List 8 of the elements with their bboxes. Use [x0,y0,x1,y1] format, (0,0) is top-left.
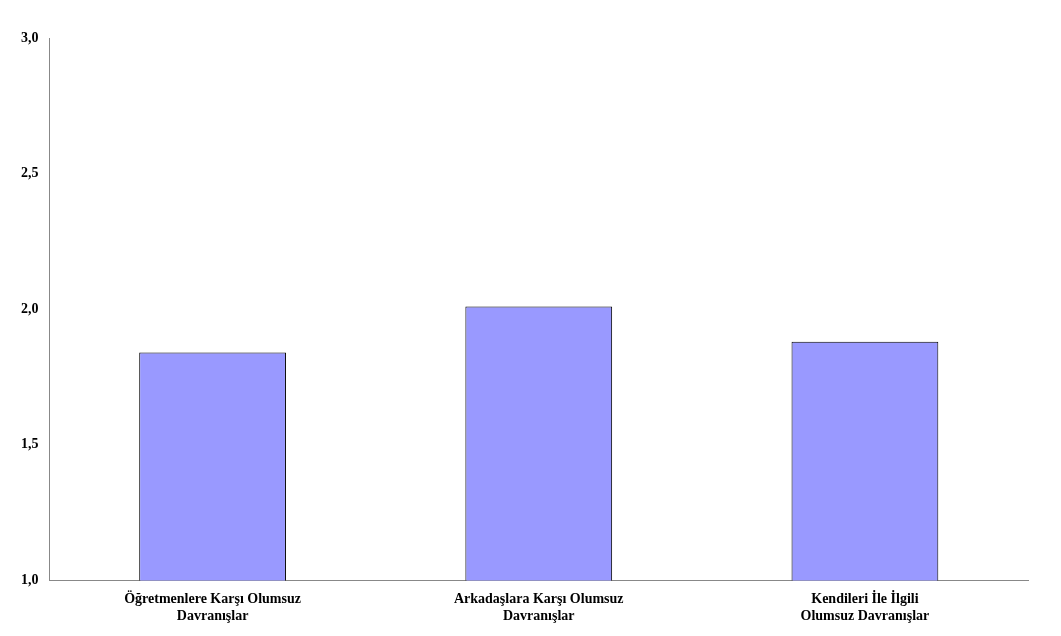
x-tick-label: Kendileri İle İlgili Olumsuz Davranışlar [800,590,930,624]
y-tick-label: 2,0 [21,300,39,316]
y-tick-label: 2,5 [21,165,39,181]
x-tick-label: Öğretmenlere Karşı Olumsuz Davranışlar [124,590,301,624]
y-tick-label: 1,5 [21,436,39,452]
y-tick-label: 1,0 [21,572,39,588]
y-tick-label: 3,0 [21,29,39,45]
x-tick-label: Arkadaşlara Karşı Olumsuz Davranışlar [453,591,624,624]
